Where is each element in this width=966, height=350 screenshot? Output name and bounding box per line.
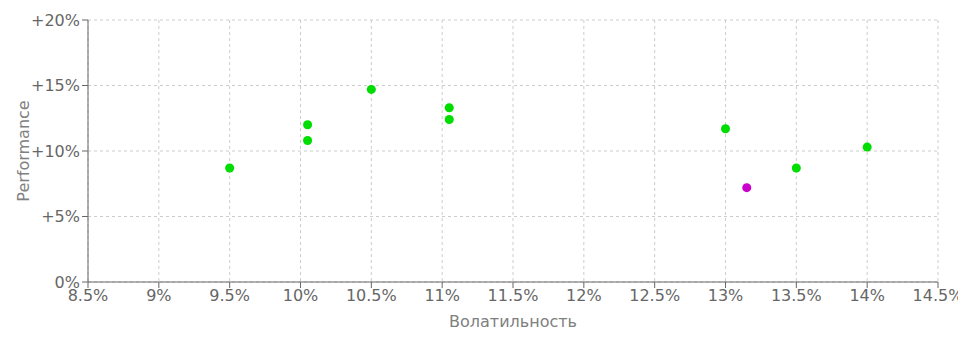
svg-text:10.5%: 10.5% [346,286,397,305]
svg-text:11%: 11% [424,286,460,305]
svg-text:10%: 10% [283,286,319,305]
svg-text:Performance: Performance [14,100,33,201]
svg-text:8.5%: 8.5% [67,286,109,306]
svg-text:+20%: +20% [31,11,80,30]
svg-text:9%: 9% [146,286,171,305]
svg-text:12%: 12% [566,286,602,305]
svg-text:+10%: +10% [31,142,80,161]
svg-text:13.5%: 13.5% [771,286,822,305]
svg-text:12.5%: 12.5% [629,286,680,305]
svg-text:9.5%: 9.5% [209,286,250,305]
svg-text:0%: 0% [55,273,80,292]
svg-text:14%: 14% [849,286,885,305]
svg-text:13%: 13% [708,286,744,305]
svg-text:+5%: +5% [41,207,80,226]
svg-text:11.5%: 11.5% [488,286,539,305]
svg-text:14.5%: 14.5% [913,286,958,305]
svg-text:Волатильность: Волатильность [449,312,577,331]
svg-text:+15%: +15% [31,76,80,95]
